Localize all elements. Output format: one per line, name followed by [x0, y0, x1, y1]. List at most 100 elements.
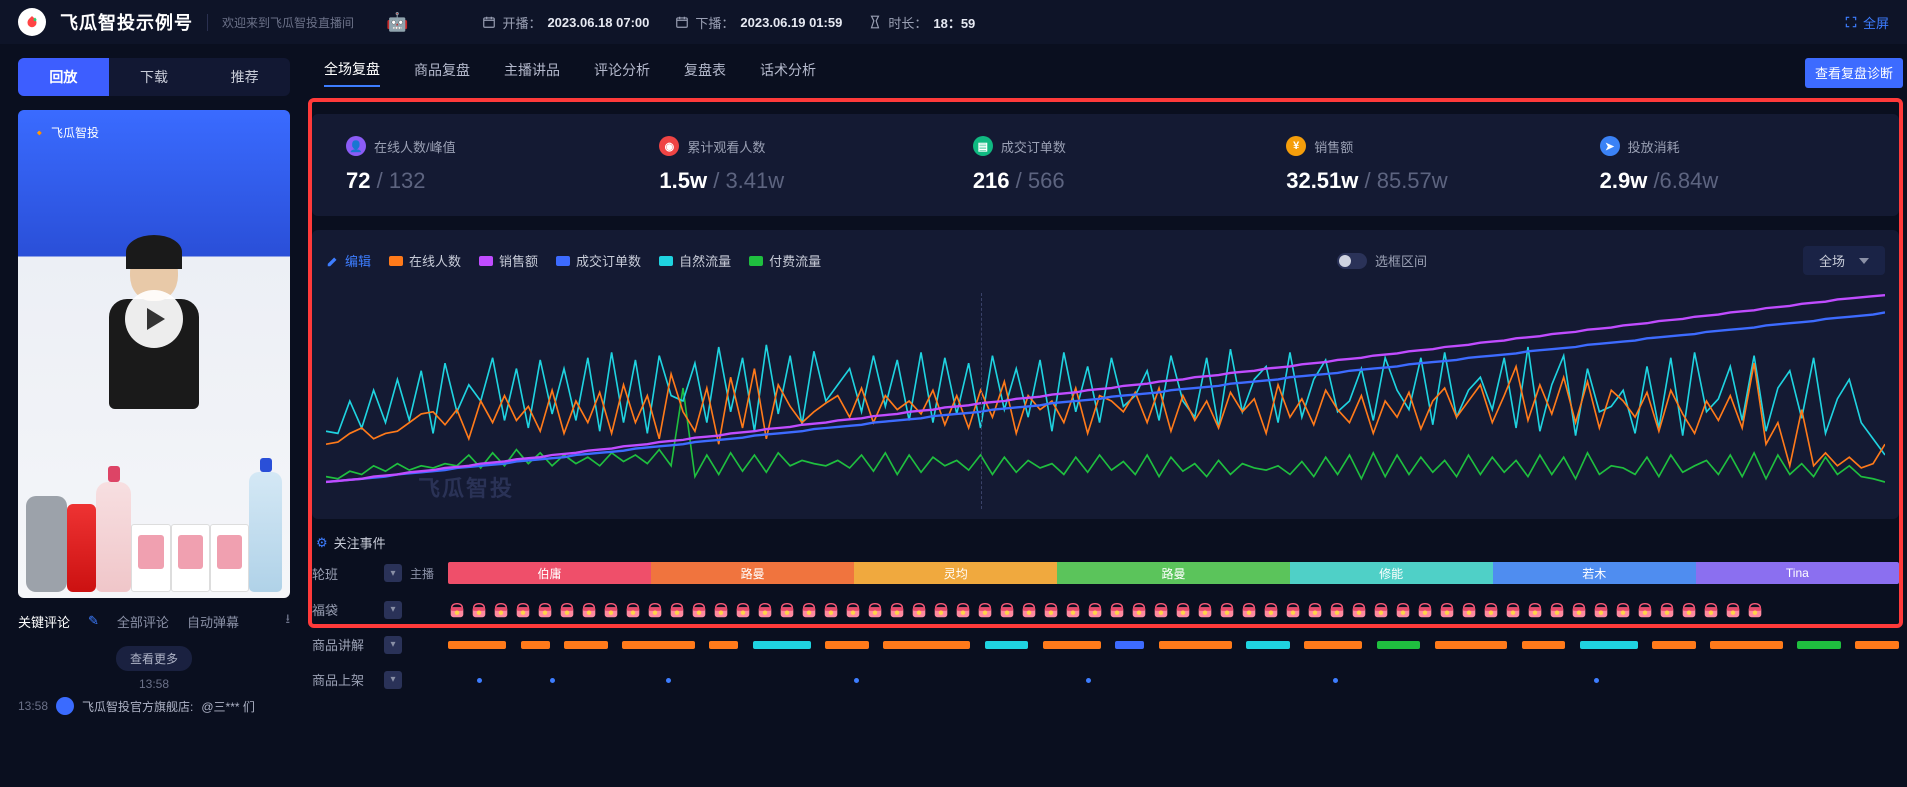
- nav-tab-3[interactable]: 评论分析: [594, 60, 650, 86]
- bag-icon[interactable]: [998, 601, 1016, 619]
- bot-icon[interactable]: 🤖: [386, 12, 408, 33]
- bag-icon[interactable]: [1350, 601, 1368, 619]
- load-more-button[interactable]: 查看更多: [116, 646, 192, 671]
- bag-icon[interactable]: [1152, 601, 1170, 619]
- bag-icon[interactable]: [954, 601, 972, 619]
- bag-icon[interactable]: [1746, 601, 1764, 619]
- bag-icon[interactable]: [514, 601, 532, 619]
- bag-icon[interactable]: [1196, 601, 1214, 619]
- shelf-timeline[interactable]: [448, 674, 1899, 686]
- shelf-dot[interactable]: [1333, 678, 1338, 683]
- bag-icon[interactable]: [822, 601, 840, 619]
- bag-icon[interactable]: [756, 601, 774, 619]
- legend-3[interactable]: 自然流量: [659, 251, 731, 270]
- bag-icon[interactable]: [1130, 601, 1148, 619]
- shift-3[interactable]: 路曼: [1057, 562, 1289, 584]
- explain-segment[interactable]: [1855, 641, 1899, 649]
- shift-1[interactable]: 路曼: [651, 562, 854, 584]
- bag-icon[interactable]: [932, 601, 950, 619]
- bag-icon[interactable]: [1416, 601, 1434, 619]
- explain-segment[interactable]: [1652, 641, 1696, 649]
- edit-button[interactable]: 编辑: [326, 251, 371, 270]
- bag-icon[interactable]: [1174, 601, 1192, 619]
- comment-tab-0[interactable]: 关键评论: [18, 612, 70, 631]
- explain-segment[interactable]: [448, 641, 506, 649]
- explain-segment[interactable]: [1522, 641, 1566, 649]
- bag-icon[interactable]: [1108, 601, 1126, 619]
- legend-2[interactable]: 成交订单数: [556, 251, 641, 270]
- explain-segment[interactable]: [1435, 641, 1508, 649]
- shelf-dot[interactable]: [550, 678, 555, 683]
- explain-collapse[interactable]: ▾: [384, 636, 402, 654]
- bag-icon[interactable]: [866, 601, 884, 619]
- bag-collapse[interactable]: ▾: [384, 601, 402, 619]
- bag-icon[interactable]: [1306, 601, 1324, 619]
- bag-icon[interactable]: [1284, 601, 1302, 619]
- bag-icon[interactable]: [712, 601, 730, 619]
- shift-bar[interactable]: 伯庸路曼灵均路曼修能若木Tina: [448, 562, 1899, 584]
- shelf-dot[interactable]: [1086, 678, 1091, 683]
- explain-segment[interactable]: [883, 641, 970, 649]
- comment-tab-1[interactable]: 全部评论: [117, 612, 169, 631]
- bag-icon[interactable]: [470, 601, 488, 619]
- explain-segment[interactable]: [1797, 641, 1841, 649]
- nav-tab-1[interactable]: 商品复盘: [414, 60, 470, 86]
- explain-segment[interactable]: [1043, 641, 1101, 649]
- bag-icon[interactable]: [558, 601, 576, 619]
- shift-2[interactable]: 灵均: [854, 562, 1057, 584]
- nav-tab-4[interactable]: 复盘表: [684, 60, 726, 86]
- bag-icon[interactable]: [1658, 601, 1676, 619]
- explain-segment[interactable]: [753, 641, 811, 649]
- legend-4[interactable]: 付费流量: [749, 251, 821, 270]
- download-icon[interactable]: ⭳: [285, 610, 290, 632]
- bag-icon[interactable]: [734, 601, 752, 619]
- bag-icon[interactable]: [1020, 601, 1038, 619]
- bag-icon[interactable]: [1570, 601, 1588, 619]
- bag-icon[interactable]: [800, 601, 818, 619]
- bag-icon[interactable]: [1592, 601, 1610, 619]
- nav-tab-5[interactable]: 话术分析: [760, 60, 816, 86]
- nav-tab-0[interactable]: 全场复盘: [324, 59, 380, 87]
- left-tab-0[interactable]: 回放: [18, 58, 109, 96]
- explain-segment[interactable]: [1246, 641, 1290, 649]
- range-toggle[interactable]: [1337, 253, 1367, 269]
- bag-icon[interactable]: [1614, 601, 1632, 619]
- shift-0[interactable]: 伯庸: [448, 562, 651, 584]
- fullscreen-button[interactable]: 全屏: [1844, 13, 1889, 32]
- shelf-dot[interactable]: [477, 678, 482, 683]
- legend-0[interactable]: 在线人数: [389, 251, 461, 270]
- bag-icon[interactable]: [1042, 601, 1060, 619]
- comment-tab-2[interactable]: 自动弹幕: [187, 612, 239, 631]
- bag-timeline[interactable]: [448, 601, 1899, 619]
- main-chart[interactable]: 飞瓜智投: [326, 293, 1885, 509]
- bag-icon[interactable]: [1328, 601, 1346, 619]
- bag-icon[interactable]: [580, 601, 598, 619]
- shift-5[interactable]: 若木: [1493, 562, 1696, 584]
- bag-icon[interactable]: [1372, 601, 1390, 619]
- explain-segment[interactable]: [1377, 641, 1421, 649]
- bag-icon[interactable]: [624, 601, 642, 619]
- play-button[interactable]: [125, 290, 183, 348]
- explain-segment[interactable]: [985, 641, 1029, 649]
- bag-icon[interactable]: [1460, 601, 1478, 619]
- explain-segment[interactable]: [622, 641, 695, 649]
- bag-icon[interactable]: [1482, 601, 1500, 619]
- bag-icon[interactable]: [1218, 601, 1236, 619]
- diagnosis-button[interactable]: 查看复盘诊断: [1805, 58, 1903, 88]
- bag-icon[interactable]: [1724, 601, 1742, 619]
- explain-segment[interactable]: [1159, 641, 1232, 649]
- explain-segment[interactable]: [1304, 641, 1362, 649]
- bag-icon[interactable]: [668, 601, 686, 619]
- shift-4[interactable]: 修能: [1290, 562, 1493, 584]
- bag-icon[interactable]: [976, 601, 994, 619]
- bag-icon[interactable]: [888, 601, 906, 619]
- explain-segment[interactable]: [564, 641, 608, 649]
- shelf-collapse[interactable]: ▾: [384, 671, 402, 689]
- bag-icon[interactable]: [1702, 601, 1720, 619]
- bag-icon[interactable]: [1504, 601, 1522, 619]
- left-tab-2[interactable]: 推荐: [199, 58, 290, 96]
- bag-icon[interactable]: [536, 601, 554, 619]
- nav-tab-2[interactable]: 主播讲品: [504, 60, 560, 86]
- bag-icon[interactable]: [1086, 601, 1104, 619]
- shelf-dot[interactable]: [854, 678, 859, 683]
